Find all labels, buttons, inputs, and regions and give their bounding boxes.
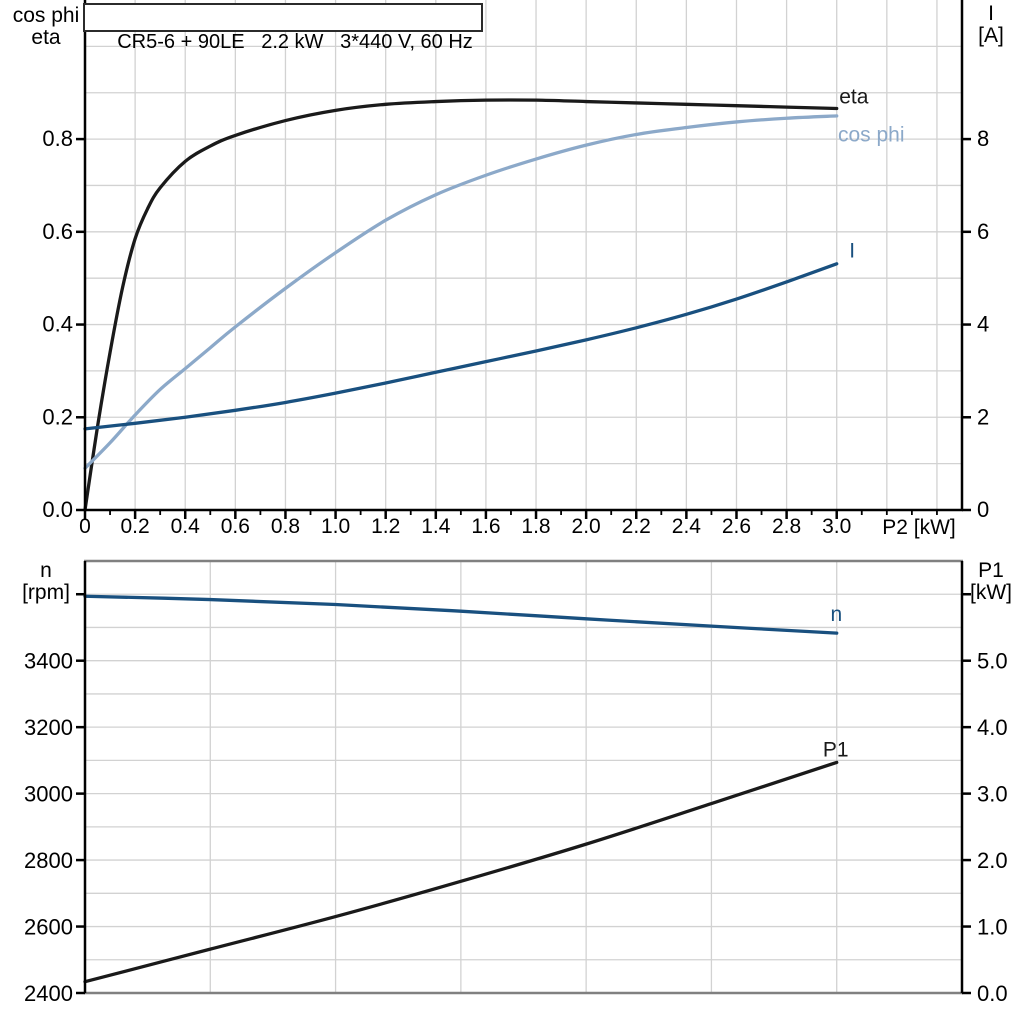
x-tick-label: 1.2 xyxy=(371,515,400,538)
axis-title-speed-unit: [rpm] xyxy=(22,581,70,604)
x-tick-label: 0.2 xyxy=(121,515,150,538)
x-tick-label: 1.4 xyxy=(421,515,451,538)
grid-lines-motor-mechanical xyxy=(85,561,962,993)
x-tick-label: 0.8 xyxy=(271,515,300,538)
series-eta-label: eta xyxy=(839,85,869,108)
axis-title-eta: eta xyxy=(31,26,61,49)
y-left-tick-label: 0.6 xyxy=(42,219,73,244)
y-right-tick-label: 0.0 xyxy=(977,981,1008,1006)
chart-motor-mechanical: n P1 2400 2600 2800 3000 3200 3400 0.0 1.0 2.0 3.0 4… xyxy=(24,559,1008,1006)
series-I-curve xyxy=(83,262,839,431)
axis-title-cos-phi: cos phi xyxy=(12,4,80,27)
axis-title-power-in-unit: [kW] xyxy=(970,581,1012,604)
x-tick-label: 2.2 xyxy=(622,515,651,538)
x-tick-label: 0.6 xyxy=(221,515,250,538)
y-left-tick-label: 3000 xyxy=(24,782,73,807)
axis-title-current-unit: [A] xyxy=(978,24,1004,47)
x-tick-label: 0.4 xyxy=(171,515,201,538)
y-right-tick-label: 6 xyxy=(977,219,989,244)
x-tick-label: 2.0 xyxy=(572,515,601,538)
series-cos-phi-curve xyxy=(83,114,839,470)
y-right-tick-label: 4 xyxy=(977,312,989,337)
y-left-tick-label: 3200 xyxy=(24,715,73,740)
chart-title: CR5-6 + 90LE 2.2 kW 3*440 V, 60 Hz xyxy=(117,31,473,53)
y-right-tick-label: 3.0 xyxy=(977,782,1008,807)
axes-motor-mechanical: 2400 2600 2800 3000 3200 3400 0.0 1.0 2.0 3.0 4.0 5… xyxy=(24,561,1008,1006)
x-tick-label: 1.6 xyxy=(471,515,500,538)
axis-title-current: I xyxy=(988,2,994,25)
y-left-tick-label: 2400 xyxy=(24,981,73,1006)
y-left-tick-label: 0.2 xyxy=(42,404,73,429)
y-right-tick-label: 0 xyxy=(977,497,989,522)
bottom-left-axis-title: n [rpm] xyxy=(6,560,86,604)
x-tick-label: 2.4 xyxy=(672,515,702,538)
bottom-right-axis-title: P1 [kW] xyxy=(960,560,1022,604)
y-right-tick-label: 5.0 xyxy=(977,649,1008,674)
x-tick-label: 0 xyxy=(79,515,91,538)
x-tick-label: 1.0 xyxy=(321,515,350,538)
axis-title-speed: n xyxy=(40,559,52,582)
series-cos-phi-label: cos phi xyxy=(838,123,905,146)
series-I-label: I xyxy=(849,239,855,262)
y-right-tick-label: 1.0 xyxy=(977,915,1008,940)
x-tick-label: 1.8 xyxy=(521,515,550,538)
chart-title-box: CR5-6 + 90LE 2.2 kW 3*440 V, 60 Hz xyxy=(83,3,483,53)
y-left-tick-label: 2800 xyxy=(24,848,73,873)
series-P1-curve xyxy=(83,760,839,984)
y-left-tick-label: 3400 xyxy=(24,649,73,674)
top-right-axis-title: I [A] xyxy=(962,3,1020,47)
x-axis-title: P2 [kW] xyxy=(882,516,956,539)
chart-motor-electrical: eta cos phi I 0 0.2 0.4 0.6 0.8 1.0 1.2 1.4 1.6 1.8 2… xyxy=(42,0,989,538)
x-tick-label: 2.6 xyxy=(722,515,751,538)
y-left-tick-label: 0.8 xyxy=(42,126,73,151)
y-right-tick-label: 4.0 xyxy=(977,715,1008,740)
y-right-tick-label: 2 xyxy=(977,404,989,429)
series-n-label: n xyxy=(830,603,842,626)
series-n-curve xyxy=(83,594,839,635)
axes-motor-electrical: 0 0.2 0.4 0.6 0.8 1.0 1.2 1.4 1.6 1.8 2.0 2.2 2.4 2.6… xyxy=(42,0,989,538)
y-right-tick-label: 8 xyxy=(977,126,989,151)
axis-title-power-in: P1 xyxy=(978,559,1004,582)
y-left-tick-label: 0.4 xyxy=(42,312,73,337)
top-left-axis-title: cos phi eta xyxy=(6,5,86,49)
y-right-tick-label: 2.0 xyxy=(977,848,1008,873)
x-tick-label: 3.0 xyxy=(822,515,851,538)
y-left-tick-label: 0.0 xyxy=(42,497,73,522)
grid-lines-motor-electrical xyxy=(85,0,962,510)
series-eta-curve xyxy=(83,98,839,512)
series-P1-label: P1 xyxy=(823,738,849,761)
x-tick-label: 2.8 xyxy=(772,515,801,538)
y-left-tick-label: 2600 xyxy=(24,915,73,940)
